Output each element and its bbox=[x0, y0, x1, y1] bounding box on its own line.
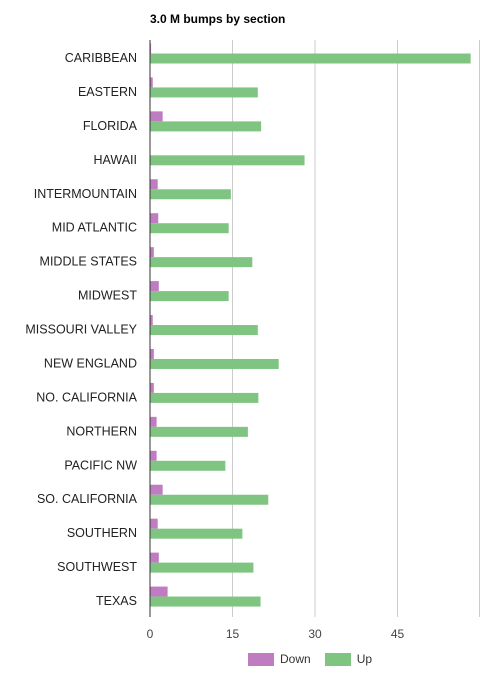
bar-up-pacific-nw bbox=[150, 460, 226, 471]
category-label: MIDWEST bbox=[78, 289, 137, 303]
category-label: SOUTHERN bbox=[67, 526, 137, 540]
bar-down-southern bbox=[150, 518, 158, 529]
category-label: CARIBBEAN bbox=[65, 51, 137, 65]
x-tick-label: 15 bbox=[226, 627, 240, 641]
bar-up-no-california bbox=[150, 392, 259, 403]
x-tick-label: 45 bbox=[391, 627, 405, 641]
bar-down-pacific-nw bbox=[150, 450, 157, 461]
category-label: NORTHERN bbox=[66, 424, 137, 438]
bar-down-middle-states bbox=[150, 247, 154, 258]
bar-up-mid-atlantic bbox=[150, 223, 229, 234]
bar-down-northern bbox=[150, 416, 157, 427]
bar-up-hawaii bbox=[150, 155, 305, 166]
category-label: EASTERN bbox=[78, 85, 137, 99]
bar-up-southern bbox=[150, 528, 243, 539]
bar-down-midwest bbox=[150, 281, 159, 292]
bar-down-southwest bbox=[150, 552, 159, 563]
bar-down-intermountain bbox=[150, 179, 158, 190]
bar-down-mid-atlantic bbox=[150, 213, 159, 224]
category-label: FLORIDA bbox=[83, 119, 138, 133]
category-label: INTERMOUNTAIN bbox=[34, 187, 137, 201]
category-label: MID ATLANTIC bbox=[52, 221, 137, 235]
legend-label-up: Up bbox=[356, 652, 373, 666]
bar-up-midwest bbox=[150, 291, 229, 302]
legend-swatch-up bbox=[324, 652, 351, 666]
bar-up-intermountain bbox=[150, 189, 231, 200]
bar-down-so-california bbox=[150, 484, 163, 495]
x-tick-label: 0 bbox=[147, 627, 154, 641]
category-label: MISSOURI VALLEY bbox=[25, 323, 137, 337]
bar-up-eastern bbox=[150, 87, 258, 98]
bar-down-caribbean bbox=[150, 43, 152, 54]
legend-item-up[interactable]: Up bbox=[324, 652, 373, 666]
category-label: NO. CALIFORNIA bbox=[36, 390, 137, 404]
category-label: TEXAS bbox=[96, 594, 137, 608]
legend-swatch-down bbox=[248, 652, 274, 666]
bar-up-texas bbox=[150, 596, 261, 607]
category-label: HAWAII bbox=[93, 153, 137, 167]
bar-up-so-california bbox=[150, 494, 269, 505]
bar-up-florida bbox=[150, 121, 262, 132]
legend-label-down: Down bbox=[280, 652, 311, 666]
x-tick-label: 30 bbox=[308, 627, 322, 641]
legend-item-down[interactable]: Down bbox=[248, 652, 311, 666]
category-label: NEW ENGLAND bbox=[44, 356, 137, 370]
bar-down-no-california bbox=[150, 382, 154, 393]
legend: Down Up bbox=[248, 652, 386, 666]
bar-down-florida bbox=[150, 111, 163, 122]
category-label: SOUTHWEST bbox=[57, 560, 137, 574]
bar-down-missouri-valley bbox=[150, 315, 153, 326]
category-label: SO. CALIFORNIA bbox=[37, 492, 138, 506]
bar-up-new-england bbox=[150, 358, 279, 369]
bar-up-middle-states bbox=[150, 257, 253, 268]
chart-title: 3.0 M bumps by section bbox=[150, 12, 286, 26]
bar-up-missouri-valley bbox=[150, 325, 258, 336]
category-label: PACIFIC NW bbox=[64, 458, 137, 472]
bar-up-caribbean bbox=[150, 53, 471, 64]
category-label: MIDDLE STATES bbox=[40, 255, 137, 269]
bar-down-texas bbox=[150, 586, 168, 597]
bar-up-southwest bbox=[150, 562, 254, 573]
bar-down-eastern bbox=[150, 77, 153, 88]
bar-up-northern bbox=[150, 426, 248, 437]
bar-down-new-england bbox=[150, 348, 154, 359]
